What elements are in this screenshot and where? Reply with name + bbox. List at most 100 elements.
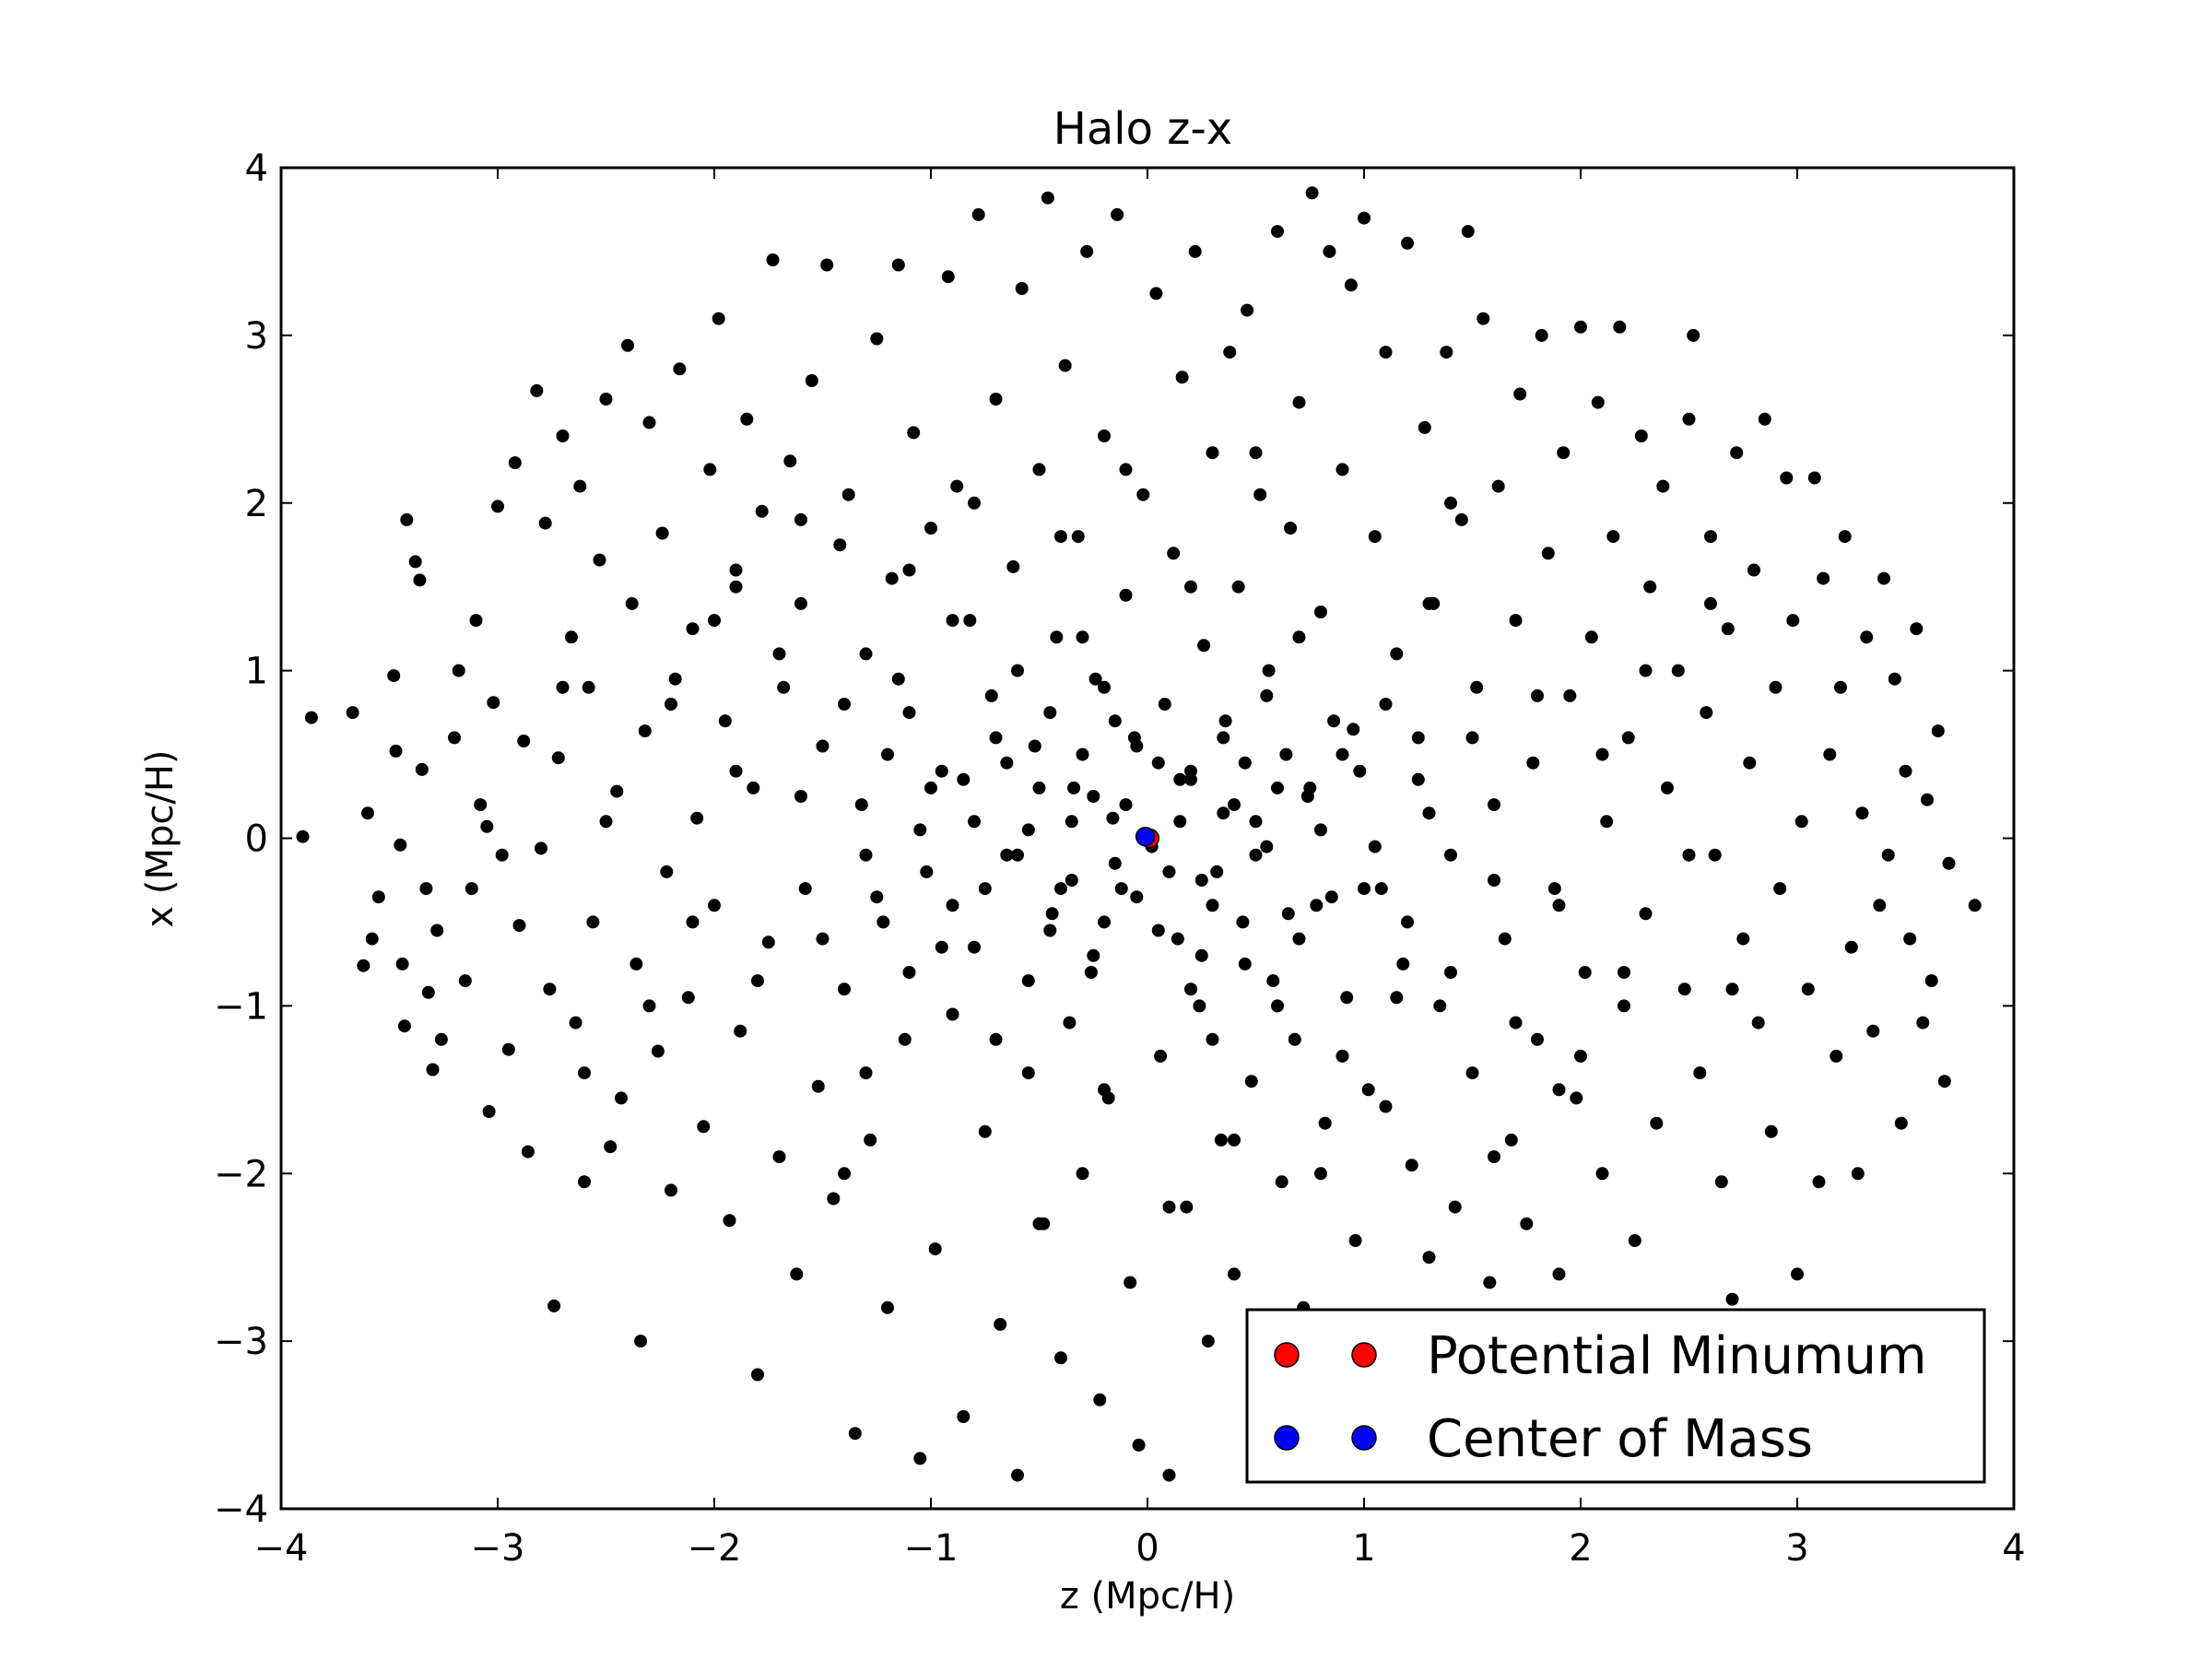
data-point [1422, 596, 1436, 610]
data-point [1108, 856, 1122, 870]
data-point [838, 1167, 851, 1181]
data-point [1725, 982, 1739, 996]
data-point [790, 1267, 804, 1281]
data-point [1881, 848, 1895, 862]
data-point [556, 680, 570, 694]
data-point [935, 940, 948, 954]
legend-center-of-mass-swatch [1351, 1425, 1377, 1451]
data-point [1488, 1150, 1500, 1164]
data-point [1340, 991, 1354, 1005]
data-point [1465, 1066, 1479, 1080]
data-point [1418, 420, 1431, 434]
data-point [1643, 580, 1657, 594]
data-point [1206, 899, 1219, 912]
data-point [1444, 848, 1457, 862]
x-axis-ticks: −4 −3 −2 −1 0 1 2 3 4 [254, 168, 2026, 1570]
data-point [1465, 731, 1479, 745]
data-point [593, 553, 606, 567]
data-point [1173, 772, 1187, 786]
data-point [1324, 890, 1338, 904]
y-tick-label: 1 [245, 651, 268, 693]
data-point [642, 999, 656, 1013]
data-point [1877, 571, 1890, 585]
data-point [665, 1183, 677, 1197]
data-point [1310, 899, 1324, 912]
data-point [1531, 1032, 1544, 1046]
data-point [1509, 1016, 1523, 1030]
data-point [1011, 1468, 1024, 1482]
data-point [1271, 999, 1284, 1013]
data-point [761, 935, 775, 949]
data-point [1448, 1200, 1462, 1214]
data-point [551, 751, 565, 765]
data-point [1197, 639, 1211, 653]
data-point [1834, 680, 1847, 694]
data-point [1531, 688, 1544, 702]
data-point [1065, 815, 1078, 829]
data-point [963, 614, 977, 628]
data-point [1758, 412, 1771, 426]
data-point [1021, 823, 1035, 837]
data-point [1043, 924, 1057, 937]
data-point [673, 362, 687, 376]
data-point [1111, 207, 1124, 221]
data-point [1541, 547, 1555, 560]
data-point [1136, 488, 1150, 501]
data-point [1284, 522, 1298, 535]
x-tick-label: 1 [1352, 1527, 1375, 1570]
data-point [421, 985, 435, 999]
data-point [1552, 899, 1566, 912]
y-axis-ticks: −4 −3 −2 −1 0 1 2 3 4 [214, 147, 2014, 1531]
data-point [474, 798, 488, 812]
data-point [1279, 747, 1293, 761]
data-point [859, 848, 873, 862]
data-point [304, 711, 318, 724]
data-point [794, 790, 807, 803]
data-point [1206, 446, 1219, 460]
data-point [805, 374, 818, 387]
data-point [913, 1452, 927, 1465]
data-point [1323, 244, 1336, 258]
data-point [854, 798, 868, 812]
data-point [1650, 1116, 1664, 1130]
data-point [573, 479, 587, 493]
data-point [1054, 882, 1067, 896]
data-point [660, 865, 674, 878]
data-point [1119, 588, 1133, 602]
data-point [434, 1032, 448, 1046]
data-point [881, 1300, 894, 1314]
data-point [1011, 664, 1024, 677]
data-point [1063, 1016, 1077, 1030]
data-point [1266, 974, 1280, 988]
data-point [907, 426, 921, 440]
data-point [1807, 471, 1821, 485]
data-point [1498, 932, 1512, 946]
y-axis-title: x (Mpc/H) [139, 749, 182, 927]
data-point [1396, 957, 1410, 971]
data-point [864, 1133, 877, 1147]
data-point [686, 915, 700, 929]
data-point [357, 959, 371, 972]
data-point [950, 479, 964, 493]
x-tick-label: 4 [2002, 1527, 2025, 1570]
data-point [1595, 1167, 1609, 1181]
data-point [1725, 1292, 1739, 1306]
data-point [1682, 848, 1696, 862]
data-point [1327, 714, 1341, 728]
data-point [1054, 530, 1067, 544]
data-point [1401, 236, 1414, 250]
data-point [599, 393, 613, 406]
data-point [968, 940, 981, 954]
data-point [989, 393, 1003, 406]
data-point [1021, 974, 1035, 988]
data-point [1032, 781, 1046, 794]
data-point [1477, 312, 1490, 325]
data-point [1411, 772, 1425, 786]
data-point [902, 563, 916, 577]
data-point [891, 258, 905, 272]
data-point [1054, 1351, 1067, 1365]
data-point [1374, 882, 1388, 896]
data-point [1184, 580, 1197, 594]
data-point [1786, 614, 1800, 628]
